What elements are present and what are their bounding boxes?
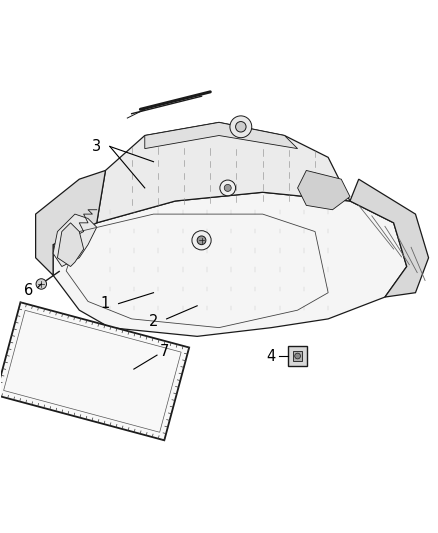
Polygon shape: [97, 123, 350, 223]
Polygon shape: [0, 302, 189, 440]
Polygon shape: [297, 171, 350, 210]
Polygon shape: [53, 214, 97, 266]
Text: 6: 6: [25, 283, 34, 298]
Circle shape: [230, 116, 252, 138]
Circle shape: [236, 122, 246, 132]
Circle shape: [197, 236, 206, 245]
Text: 2: 2: [149, 313, 158, 328]
Text: 4: 4: [266, 349, 275, 365]
Circle shape: [295, 353, 300, 359]
Text: 1: 1: [101, 296, 110, 311]
FancyBboxPatch shape: [288, 346, 307, 366]
FancyBboxPatch shape: [293, 351, 302, 361]
Polygon shape: [35, 171, 106, 275]
Text: 3: 3: [92, 139, 101, 154]
Polygon shape: [57, 223, 84, 266]
Polygon shape: [53, 192, 407, 336]
Circle shape: [36, 279, 46, 289]
Polygon shape: [350, 179, 428, 297]
Circle shape: [192, 231, 211, 250]
Circle shape: [220, 180, 236, 196]
Circle shape: [224, 184, 231, 191]
Polygon shape: [145, 123, 297, 149]
Text: 7: 7: [160, 344, 169, 359]
